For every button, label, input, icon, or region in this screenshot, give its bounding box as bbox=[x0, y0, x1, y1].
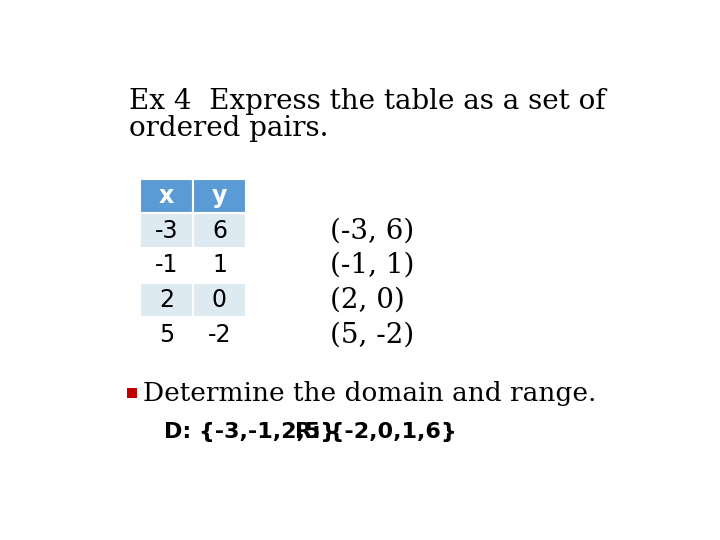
FancyBboxPatch shape bbox=[127, 388, 138, 398]
Text: -1: -1 bbox=[155, 253, 179, 278]
Text: (-1, 1): (-1, 1) bbox=[330, 252, 415, 279]
FancyBboxPatch shape bbox=[193, 248, 246, 283]
FancyBboxPatch shape bbox=[140, 283, 193, 318]
FancyBboxPatch shape bbox=[193, 179, 246, 213]
Text: R: {-2,0,1,6}: R: {-2,0,1,6} bbox=[295, 422, 457, 442]
Text: x: x bbox=[159, 184, 174, 208]
Text: 1: 1 bbox=[212, 253, 227, 278]
Text: Determine the domain and range.: Determine the domain and range. bbox=[143, 381, 597, 406]
Text: 5: 5 bbox=[159, 323, 174, 347]
Text: 0: 0 bbox=[212, 288, 227, 312]
Text: (2, 0): (2, 0) bbox=[330, 287, 405, 314]
FancyBboxPatch shape bbox=[193, 283, 246, 318]
Text: D: {-3,-1,2,5}: D: {-3,-1,2,5} bbox=[163, 422, 336, 442]
Text: -3: -3 bbox=[155, 219, 179, 243]
Text: (5, -2): (5, -2) bbox=[330, 321, 415, 348]
FancyBboxPatch shape bbox=[140, 213, 193, 248]
FancyBboxPatch shape bbox=[140, 248, 193, 283]
Text: -2: -2 bbox=[207, 323, 231, 347]
Text: (-3, 6): (-3, 6) bbox=[330, 217, 415, 244]
FancyBboxPatch shape bbox=[140, 179, 193, 213]
Text: 6: 6 bbox=[212, 219, 227, 243]
Text: ordered pairs.: ordered pairs. bbox=[129, 115, 328, 142]
FancyBboxPatch shape bbox=[193, 213, 246, 248]
FancyBboxPatch shape bbox=[140, 318, 193, 352]
Text: Ex 4  Express the table as a set of: Ex 4 Express the table as a set of bbox=[129, 88, 606, 115]
Text: y: y bbox=[212, 184, 227, 208]
Text: 2: 2 bbox=[159, 288, 174, 312]
FancyBboxPatch shape bbox=[193, 318, 246, 352]
